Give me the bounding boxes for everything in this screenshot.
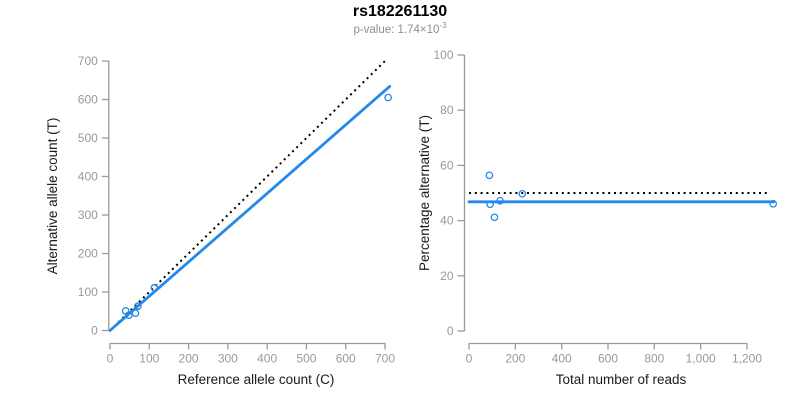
y-axis-title: Alternative allele count (T) <box>45 118 60 275</box>
x-tick-label: 1,000 <box>686 352 716 366</box>
y-tick-label: 300 <box>78 208 98 222</box>
x-tick-label: 800 <box>644 352 664 366</box>
data-point-circle <box>485 171 494 180</box>
y-tick-label: 60 <box>440 158 454 172</box>
x-tick-label: 1,200 <box>732 352 762 366</box>
x-axis-title: Reference allele count (C) <box>178 372 335 387</box>
y-tick-label: 400 <box>78 170 98 184</box>
data-point-circle <box>769 199 778 208</box>
y-tick-label: 100 <box>78 285 98 299</box>
x-tick-label: 600 <box>598 352 618 366</box>
x-tick-label: 700 <box>375 352 395 366</box>
y-tick-label: 80 <box>440 103 454 117</box>
data-point-circle <box>486 200 494 209</box>
y-axis-title: Percentage alternative (T) <box>417 115 432 271</box>
p-value-subtitle: p-value: 1.74×10-3 <box>353 21 446 36</box>
data-point-circle <box>518 189 527 198</box>
y-tick-label: 100 <box>433 48 453 62</box>
x-tick-label: 0 <box>466 352 473 366</box>
x-tick-label: 400 <box>552 352 572 366</box>
p-value-text: p-value: 1.74×10 <box>353 23 440 36</box>
plot-title: rs182261130 <box>352 3 448 20</box>
y-tick-label: 600 <box>78 93 98 107</box>
x-tick-label: 200 <box>505 352 525 366</box>
y-tick-label: 0 <box>447 324 454 338</box>
data-point-circle <box>490 213 499 222</box>
x-tick-label: 500 <box>296 352 316 366</box>
x-tick-label: 400 <box>257 352 277 366</box>
y-tick-label: 200 <box>78 247 98 261</box>
x-tick-label: 600 <box>336 352 356 366</box>
data-point-circle <box>150 283 159 292</box>
y-tick-label: 700 <box>78 54 98 68</box>
y-tick-label: 500 <box>78 131 98 145</box>
x-tick-label: 200 <box>179 352 199 366</box>
allele-counts-scatter: 0 100 200 300 400 500 600 700 0 100 200 300 400 500 60… <box>45 54 395 387</box>
p-value-exponent: -3 <box>439 21 447 30</box>
x-tick-label: 100 <box>139 352 159 366</box>
x-tick-label: 300 <box>218 352 238 366</box>
data-point-circle <box>125 311 133 319</box>
y-tick-label: 20 <box>440 269 454 283</box>
y-tick-label: 40 <box>440 214 454 228</box>
y-tick-label: 0 <box>91 324 98 338</box>
data-point-circle <box>496 196 504 205</box>
fitted-regression-line <box>108 85 392 332</box>
data-point-circle <box>131 309 140 318</box>
percentage-vs-reads-scatter: 0 20 40 60 80 100 0 200 400 600 800 1,000 1,200 Total… <box>417 48 778 387</box>
data-point-circle <box>134 302 142 311</box>
x-axis-title: Total number of reads <box>556 372 687 387</box>
data-point-circle <box>384 93 392 102</box>
x-tick-label: 0 <box>107 352 114 366</box>
